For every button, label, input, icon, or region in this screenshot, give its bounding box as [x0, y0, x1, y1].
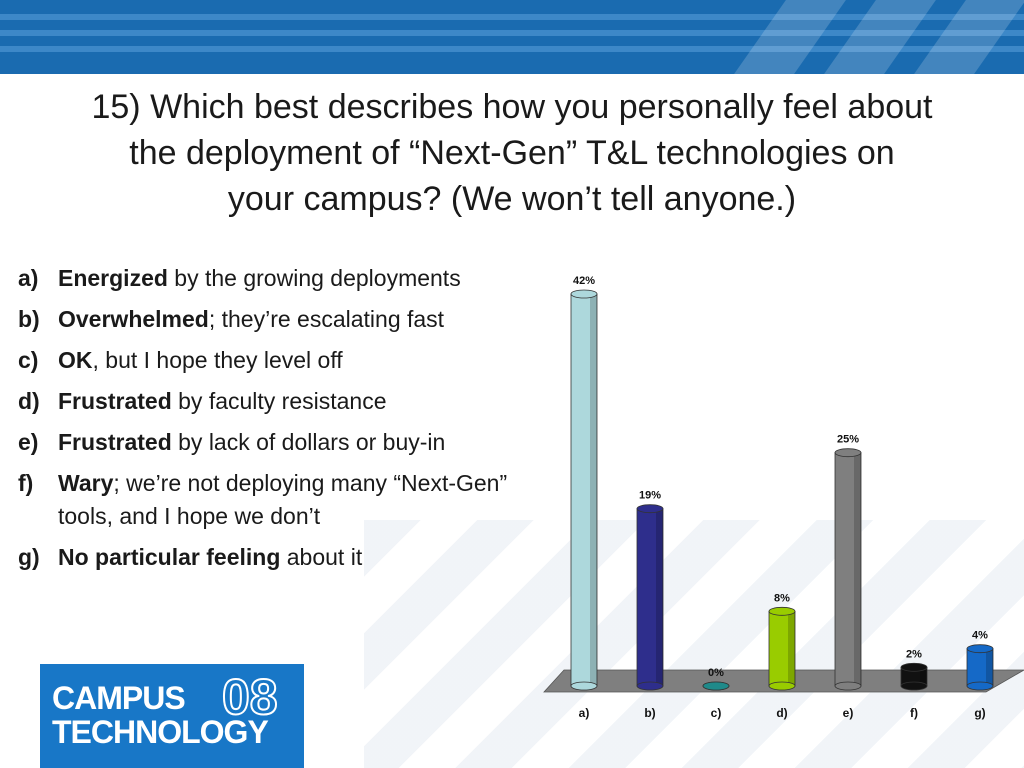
bar-shade: [854, 452, 861, 686]
option-marker: f): [18, 470, 34, 496]
bar-base: [570, 681, 598, 691]
bar-3: [768, 606, 796, 691]
option-keyword: No particular feeling: [58, 544, 281, 570]
bar-shade: [788, 611, 795, 686]
bar-1: [636, 504, 664, 691]
option-keyword: Frustrated: [58, 388, 172, 414]
bar-value-label: 8%: [774, 592, 790, 604]
category-label: g): [974, 706, 985, 720]
category-label: a): [579, 706, 590, 720]
bar-shade: [920, 667, 927, 686]
bar-value-label: 42%: [573, 275, 595, 287]
bar-top: [636, 504, 664, 514]
option-text: by lack of dollars or buy-in: [171, 429, 446, 455]
option-e: e) Frustrated by lack of dollars or buy-i…: [18, 426, 548, 459]
header-chevron: [734, 0, 846, 74]
bar-body: [966, 648, 994, 687]
option-text: ; they’re escalating fast: [208, 306, 445, 332]
option-keyword: Frustrated: [58, 429, 172, 455]
bar-value-label: 19%: [639, 490, 661, 502]
header-chevron: [914, 0, 1024, 74]
bar-value-label: 4%: [972, 630, 988, 642]
bar-shade: [656, 508, 663, 686]
bar-6: [966, 644, 994, 691]
option-d: d) Frustrated by faculty resistance: [18, 385, 548, 418]
option-text: , but I hope they level off: [92, 347, 343, 373]
bar-top: [768, 606, 796, 616]
category-label: f): [910, 706, 918, 720]
header-stripe: [0, 30, 1024, 36]
category-label: e): [843, 706, 854, 720]
category-label: c): [711, 706, 722, 720]
bar-body: [768, 610, 796, 687]
bar-base: [768, 681, 796, 691]
campus-technology-logo: CAMPUS TECHNOLOGY 08: [40, 664, 304, 768]
option-g: g) No particular feeling about it: [18, 541, 548, 574]
option-marker: b): [18, 306, 40, 332]
bar-value-label: 0%: [708, 667, 724, 679]
background-pattern: [364, 520, 1024, 768]
bar-body: [636, 508, 664, 687]
bar-chart: 42% a) 19% b) 0% c) 8% d) 25% e) 2% f) 4% g): [543, 275, 1024, 720]
question-title: 15) Which best describes how you persona…: [10, 84, 1014, 222]
bar-top: [570, 289, 598, 299]
bar-base: [636, 681, 664, 691]
option-keyword: Overwhelmed: [58, 306, 209, 332]
category-label: b): [644, 706, 655, 720]
bar-top: [702, 681, 730, 691]
bar-value-label: 2%: [906, 648, 922, 660]
bar-top: [966, 644, 994, 654]
bar-base: [900, 681, 928, 691]
logo-line1: CAMPUS: [52, 680, 186, 716]
header-stripe: [0, 14, 1024, 20]
bar-4: [834, 448, 862, 691]
bar-value-label: 25%: [837, 434, 859, 446]
category-label: d): [776, 706, 787, 720]
header-stripe: [0, 46, 1024, 52]
option-b: b) Overwhelmed; they’re escalating fast: [18, 303, 548, 336]
header-chevron: [824, 0, 936, 74]
option-keyword: OK: [58, 347, 93, 373]
bar-5: [900, 662, 928, 691]
option-marker: c): [18, 347, 39, 373]
logo-year: 08: [221, 668, 279, 726]
bar-shade: [986, 648, 993, 686]
option-f: f) Wary; we’re not deploying many “Next-G…: [18, 467, 548, 533]
option-text: by the growing deployments: [167, 265, 461, 291]
option-keyword: Energized: [58, 265, 168, 291]
bar-top: [834, 448, 862, 458]
option-keyword: Wary: [58, 470, 114, 496]
option-text: ; we’re not deploying many “Next-Gen” to…: [58, 470, 508, 529]
question-line: the deployment of “Next-Gen” T&L technol…: [129, 134, 895, 172]
option-text: about it: [280, 544, 363, 570]
answer-options: a) Energized by the growing deployments b…: [18, 262, 548, 582]
option-c: c) OK, but I hope they level off: [18, 344, 548, 377]
bar-0: [570, 289, 598, 691]
option-text: by faculty resistance: [171, 388, 387, 414]
bar-body: [570, 293, 598, 687]
logo-line2: TECHNOLOGY: [52, 714, 269, 750]
bar-base: [834, 681, 862, 691]
option-marker: g): [18, 544, 40, 570]
option-marker: d): [18, 388, 40, 414]
question-line: 15) Which best describes how you persona…: [91, 88, 933, 126]
bar-shade: [590, 294, 597, 686]
bar-2: [702, 681, 730, 691]
header-banner: [0, 0, 1024, 74]
option-marker: e): [18, 429, 39, 455]
question-line: your campus? (We won’t tell anyone.): [227, 180, 797, 218]
option-marker: a): [18, 265, 39, 291]
bar-top: [900, 662, 928, 672]
bar-body: [834, 452, 862, 687]
option-a: a) Energized by the growing deployments: [18, 262, 548, 295]
bar-base: [966, 681, 994, 691]
